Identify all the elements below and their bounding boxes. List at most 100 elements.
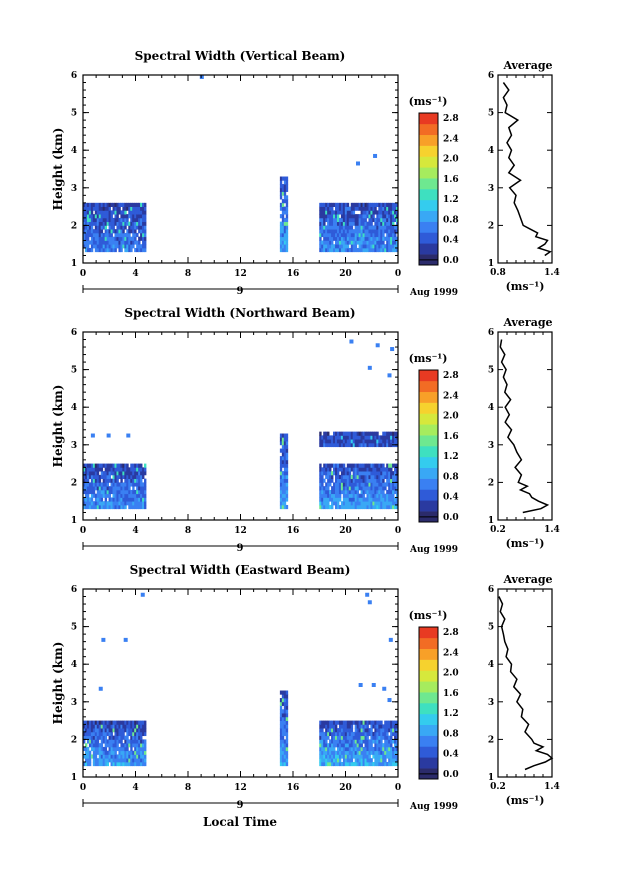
heatmap-cell xyxy=(358,214,361,219)
heatmap-cell xyxy=(392,217,395,223)
heatmap-cell xyxy=(116,232,119,238)
heatmap-cell xyxy=(378,746,381,752)
heatmap-cell xyxy=(321,482,324,487)
heatmap-cell xyxy=(120,750,123,755)
heatmap-cell xyxy=(346,442,350,448)
heatmap-cell xyxy=(110,497,113,502)
heatmap-cell xyxy=(346,504,350,510)
heatmap-cell xyxy=(90,478,94,483)
heatmap-cell xyxy=(388,720,391,725)
heatmap-cell xyxy=(134,761,137,767)
heatmap-cell xyxy=(346,758,350,763)
heatmap-cell xyxy=(321,442,324,448)
heatmap-cell xyxy=(92,229,96,234)
colorbar-segment xyxy=(419,402,438,414)
heatmap-cell xyxy=(331,217,334,223)
heatmap-cell xyxy=(122,202,125,207)
isolated-echo xyxy=(371,683,376,687)
heatmap-cell xyxy=(104,229,108,234)
heatmap-cell xyxy=(321,478,324,483)
heatmap-cell xyxy=(392,489,395,495)
heatmap-cell xyxy=(366,467,369,472)
heatmap-cell xyxy=(90,489,94,495)
heatmap-cell xyxy=(335,435,338,440)
heatmap-cell xyxy=(126,489,129,495)
heatmap-cell xyxy=(96,758,100,763)
heatmap-cell xyxy=(360,474,363,480)
heatmap-cell xyxy=(333,202,336,207)
heatmap-cell xyxy=(394,478,397,483)
heatmap-cell xyxy=(352,439,356,444)
heatmap-cell xyxy=(382,758,385,763)
heatmap-cell xyxy=(382,746,385,752)
heatmap-cell xyxy=(142,221,145,226)
heatmap-cell xyxy=(281,176,285,181)
heatmap-cell xyxy=(390,244,393,249)
heatmap-cell xyxy=(136,728,139,733)
heatmap-cell xyxy=(102,728,106,733)
heatmap-cell xyxy=(327,746,330,752)
heatmap-cell xyxy=(396,739,399,744)
heatmap-cell xyxy=(112,236,115,241)
heatmap-cell xyxy=(372,489,375,495)
heatmap-cell xyxy=(104,240,108,245)
colorbar-segment xyxy=(419,627,438,639)
heatmap-cell xyxy=(120,746,123,752)
heatmap-cell xyxy=(319,214,322,219)
heatmap-cell xyxy=(376,217,379,223)
heatmap-cell xyxy=(138,206,141,211)
heatmap-cell xyxy=(94,746,98,752)
heatmap-cell xyxy=(340,236,344,241)
heatmap-cell xyxy=(342,214,346,219)
heatmap-cell xyxy=(140,206,143,211)
heatmap-cell xyxy=(279,229,283,234)
isolated-echo xyxy=(356,161,360,166)
heatmap-cell xyxy=(376,247,379,253)
heatmap-cell xyxy=(333,435,336,440)
heatmap-cell xyxy=(340,754,344,759)
heatmap-cell xyxy=(104,746,108,752)
heatmap-cell xyxy=(104,471,108,476)
heatmap-cell xyxy=(329,493,332,498)
heatmap-cell xyxy=(321,724,324,729)
heatmap-cell xyxy=(333,486,336,491)
heatmap-cell xyxy=(352,229,356,234)
heatmap-cell xyxy=(122,754,125,759)
heatmap-cell xyxy=(386,720,389,725)
heatmap-cell xyxy=(364,247,367,253)
heatmap-cell xyxy=(360,489,363,495)
heatmap-cell xyxy=(138,493,141,498)
heatmap-cell xyxy=(394,720,397,725)
heatmap-cell xyxy=(370,743,373,748)
heatmap-cell xyxy=(102,724,106,729)
heatmap-cell xyxy=(126,735,129,740)
heatmap-cell xyxy=(285,467,289,472)
colorbar-tick-label: 2.0 xyxy=(443,155,459,165)
heatmap-cell xyxy=(140,202,143,207)
heatmap-cell xyxy=(285,761,289,767)
heatmap-cell xyxy=(142,210,145,215)
heatmap-cell xyxy=(96,750,100,755)
heatmap-cell xyxy=(124,206,127,211)
heatmap-cell xyxy=(122,504,125,510)
heatmap-cell xyxy=(116,221,119,226)
heatmap-cell xyxy=(386,728,389,733)
heatmap-cell xyxy=(348,463,352,468)
heatmap-cell xyxy=(344,236,348,241)
heatmap-cell xyxy=(331,724,334,729)
heatmap-cell xyxy=(92,728,96,733)
heatmap-cell xyxy=(100,225,104,230)
heatmap-cell xyxy=(283,720,287,725)
heatmap-cell xyxy=(138,217,141,223)
heatmap-cell xyxy=(374,739,377,744)
heatmap-cell xyxy=(340,217,344,223)
colorbar-segment xyxy=(419,199,438,212)
heatmap-cell xyxy=(333,743,336,748)
heatmap-cell xyxy=(384,244,387,249)
heatmap-cell xyxy=(360,758,363,763)
heatmap-cell xyxy=(358,435,361,440)
heatmap-cell xyxy=(350,754,354,759)
heatmap-cell xyxy=(364,431,367,436)
heatmap-cell xyxy=(283,236,287,241)
heatmap-cell xyxy=(329,754,332,759)
